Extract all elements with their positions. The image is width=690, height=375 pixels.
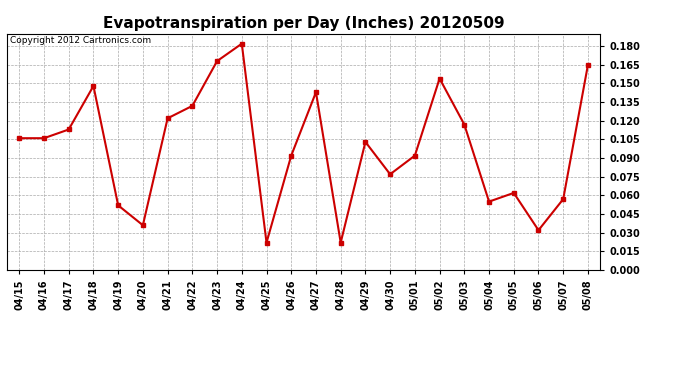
- Title: Evapotranspiration per Day (Inches) 20120509: Evapotranspiration per Day (Inches) 2012…: [103, 16, 504, 31]
- Text: Copyright 2012 Cartronics.com: Copyright 2012 Cartronics.com: [10, 36, 151, 45]
